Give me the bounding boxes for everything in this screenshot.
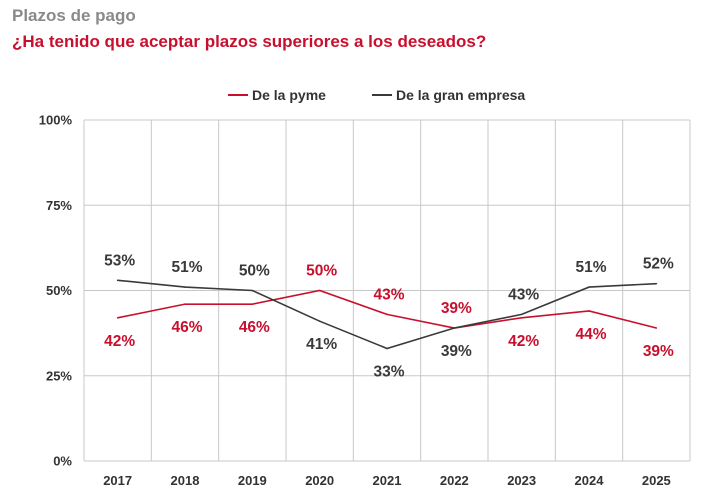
data-label: 46% [171,319,202,336]
legend-label: De la gran empresa [396,87,525,103]
data-label: 39% [643,343,674,360]
data-point [318,289,321,292]
data-point [655,327,658,329]
y-tick-label: 100% [39,113,73,128]
x-tick-label: 2017 [103,473,132,488]
x-tick-label: 2024 [575,473,605,488]
x-tick-label: 2020 [305,473,334,488]
data-label: 43% [508,286,539,303]
data-label: 50% [239,263,270,280]
data-point [655,282,658,285]
data-point [184,286,186,288]
y-tick-label: 50% [46,283,72,298]
data-point [251,289,254,292]
data-point [386,313,388,316]
x-tick-label: 2021 [373,473,402,488]
data-point [184,303,186,305]
data-point [318,320,321,322]
data-point [588,286,590,288]
x-tick-label: 2023 [507,473,536,488]
data-point [520,316,523,319]
data-point [116,279,119,282]
chart-title: Plazos de pago [12,6,136,25]
y-tick-label: 25% [46,368,72,383]
data-label: 39% [441,343,472,360]
data-label: 41% [306,336,337,353]
data-label: 50% [306,263,337,280]
data-label: 44% [575,326,606,343]
data-point [116,316,119,319]
data-label: 42% [104,333,135,350]
data-label: 51% [575,259,606,276]
x-tick-label: 2018 [171,473,200,488]
data-label: 42% [508,333,539,350]
data-label: 43% [373,286,404,303]
data-label: 39% [441,300,472,317]
data-label: 53% [104,252,135,269]
data-point [588,310,590,312]
y-tick-label: 0% [53,454,72,469]
y-tick-label: 75% [46,198,72,213]
data-point [386,347,388,350]
data-label: 33% [373,363,404,380]
x-tick-label: 2025 [642,473,671,488]
chart-subtitle: ¿Ha tenido que aceptar plazos superiores… [12,32,487,51]
legend-label: De la pyme [252,87,326,103]
x-tick-label: 2019 [238,473,267,488]
data-label: 52% [643,256,674,273]
data-point [453,327,456,329]
data-point [520,313,523,316]
data-point [251,303,254,305]
data-label: 46% [239,319,270,336]
x-tick-label: 2022 [440,473,469,488]
data-label: 51% [171,259,202,276]
